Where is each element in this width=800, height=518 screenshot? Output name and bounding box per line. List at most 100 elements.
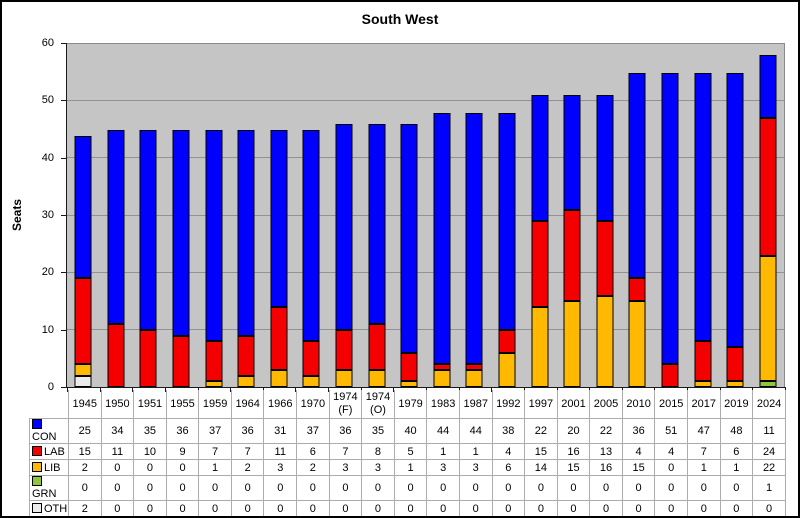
bar-segment-CON xyxy=(596,95,614,222)
bar-segment-GRN xyxy=(759,381,777,387)
bar-segment-CON xyxy=(400,124,418,353)
gridline-40 xyxy=(67,157,784,159)
value-cell: 14 xyxy=(524,459,558,476)
gridline-50 xyxy=(67,100,784,102)
bar-2017 xyxy=(694,44,712,387)
value-cell: 0 xyxy=(165,500,200,516)
year-header: 2001 xyxy=(556,390,591,419)
year-header: 2015 xyxy=(654,390,688,419)
value-cell: 0 xyxy=(654,500,688,516)
legend-cell-LAB: LAB xyxy=(29,443,69,460)
table-corner-cell xyxy=(30,390,69,419)
bar-segment-LIB xyxy=(498,352,516,387)
legend-swatch-CON xyxy=(32,419,42,429)
y-tick-mark xyxy=(61,387,66,388)
bar-segment-LAB xyxy=(107,324,125,387)
value-cell: 47 xyxy=(686,418,721,444)
year-header: 1959 xyxy=(198,390,232,419)
value-cell: 3 xyxy=(426,459,460,476)
bar-2001 xyxy=(563,44,581,387)
value-cell: 13 xyxy=(589,443,623,460)
value-cell: 0 xyxy=(133,475,167,501)
bar-1974-(O) xyxy=(368,44,386,387)
bar-segment-CON xyxy=(270,129,288,307)
legend-swatch-OTH xyxy=(32,502,42,513)
bar-segment-CON xyxy=(107,129,125,325)
bar-segment-CON xyxy=(172,129,190,336)
bar-segment-CON xyxy=(74,135,92,279)
value-cell: 24 xyxy=(752,443,786,460)
value-cell: 51 xyxy=(654,418,688,444)
legend-label: LIB xyxy=(44,461,61,474)
value-cell: 7 xyxy=(686,443,721,460)
value-cell: 0 xyxy=(686,500,721,516)
value-cell: 3 xyxy=(263,459,298,476)
value-cell: 0 xyxy=(426,500,460,516)
x-tick-mark xyxy=(67,388,68,392)
value-cell: 0 xyxy=(263,475,298,501)
bar-2010 xyxy=(628,44,646,387)
value-cell: 2 xyxy=(68,500,102,516)
value-cell: 4 xyxy=(491,443,526,460)
value-cell: 15 xyxy=(68,443,102,460)
bar-segment-LIB xyxy=(531,306,549,387)
value-cell: 0 xyxy=(589,500,623,516)
bar-1966 xyxy=(270,44,288,387)
bar-segment-LIB xyxy=(694,381,712,387)
value-cell: 2 xyxy=(230,459,265,476)
gridline-30 xyxy=(67,214,784,216)
year-header: 1950 xyxy=(100,390,135,419)
value-cell: 0 xyxy=(621,500,656,516)
value-cell: 11 xyxy=(100,443,135,460)
value-cell: 0 xyxy=(263,500,298,516)
bar-segment-LAB xyxy=(302,341,320,376)
value-cell: 15 xyxy=(621,459,656,476)
value-cell: 6 xyxy=(296,443,330,460)
value-cell: 3 xyxy=(361,459,395,476)
bar-segment-LIB xyxy=(596,295,614,387)
value-cell: 9 xyxy=(165,443,200,460)
value-cell: 0 xyxy=(393,500,428,516)
bar-segment-OTH xyxy=(74,375,92,387)
bar-segment-CON xyxy=(465,112,483,365)
value-cell: 0 xyxy=(719,500,754,516)
bar-segment-LAB xyxy=(498,329,516,353)
bar-segment-CON xyxy=(302,129,320,342)
bar-segment-CON xyxy=(237,129,255,336)
bar-segment-LAB xyxy=(628,278,646,302)
bar-1987 xyxy=(465,44,483,387)
value-cell: 37 xyxy=(296,418,330,444)
bar-segment-LAB xyxy=(74,278,92,365)
bar-segment-LIB xyxy=(628,301,646,387)
bar-segment-CON xyxy=(205,129,223,342)
value-cell: 0 xyxy=(458,500,493,516)
value-cell: 0 xyxy=(556,475,591,501)
value-cell: 0 xyxy=(328,500,363,516)
year-header: 1979 xyxy=(393,390,428,419)
table-header-row: 1945 1950 1951 1955 1959 1964 1966 1970 1974 (F)… xyxy=(30,390,786,419)
bar-segment-LIB xyxy=(400,381,418,387)
value-cell: 48 xyxy=(719,418,754,444)
value-cell: 4 xyxy=(621,443,656,460)
value-cell: 1 xyxy=(426,443,460,460)
y-axis-line xyxy=(66,43,67,388)
year-header: 1992 xyxy=(491,390,526,419)
value-cell: 37 xyxy=(198,418,232,444)
value-cell: 4 xyxy=(654,443,688,460)
value-cell: 0 xyxy=(719,475,754,501)
value-cell: 0 xyxy=(100,475,135,501)
year-header: 1966 xyxy=(263,390,298,419)
value-cell: 15 xyxy=(556,459,591,476)
bar-1945 xyxy=(74,44,92,387)
bar-segment-LAB xyxy=(596,221,614,296)
value-cell: 7 xyxy=(198,443,232,460)
legend-swatch-GRN xyxy=(32,476,42,486)
year-header: 1970 xyxy=(296,390,330,419)
value-cell: 3 xyxy=(328,459,363,476)
value-cell: 0 xyxy=(361,475,395,501)
bar-segment-CON xyxy=(563,95,581,210)
legend-cell-LIB: LIB xyxy=(29,459,69,476)
value-cell: 1 xyxy=(752,475,786,501)
value-cell: 0 xyxy=(165,475,200,501)
bar-1955 xyxy=(172,44,190,387)
